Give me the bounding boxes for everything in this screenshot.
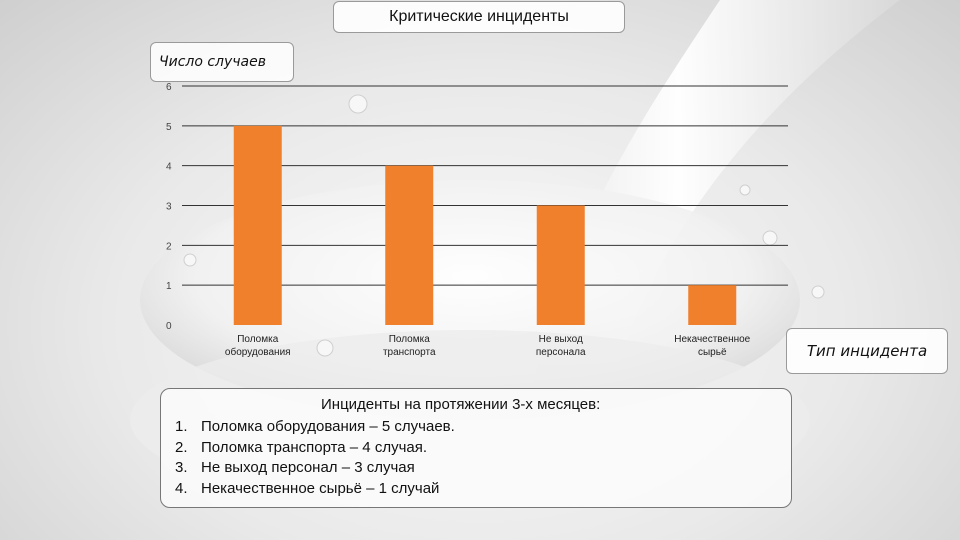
incident-summary-box: Инциденты на протяжении 3-х месяцев: 1. П… <box>160 388 792 508</box>
y-tick-label: 6 <box>166 82 172 93</box>
bar <box>233 125 282 325</box>
summary-item: 3. Не выход персонал – 3 случая <box>175 459 415 476</box>
y-tick-label: 1 <box>166 281 172 292</box>
summary-list: 1. Поломка оборудования – 5 случаев. 2. По… <box>175 417 455 499</box>
category-label: Некачественное сырьё <box>674 334 750 358</box>
y-tick-label: 0 <box>166 321 172 332</box>
summary-heading: Инциденты на протяжении 3-х месяцев: <box>321 396 601 413</box>
y-tick-label: 2 <box>166 241 172 252</box>
category-label: Поломка оборудования <box>225 334 291 358</box>
bar <box>536 205 585 325</box>
summary-item: 4. Некачественное сырьё – 1 случай <box>175 479 440 497</box>
summary-item: 1. Поломка оборудования – 5 случаев. <box>175 418 455 435</box>
summary-item: 2. Поломка транспорта – 4 случая. <box>175 438 428 456</box>
y-axis-label: Число случаев <box>150 42 294 82</box>
chart-title: Критические инциденты <box>333 1 625 33</box>
y-tick-label: 4 <box>166 162 172 173</box>
bar <box>385 165 434 325</box>
category-label: Не выход персонала <box>536 334 586 358</box>
y-tick-label: 5 <box>166 122 172 133</box>
y-tick-label: 3 <box>166 202 172 213</box>
x-axis-label: Тип инцидента <box>786 328 948 374</box>
category-label: Поломка транспорта <box>383 334 436 358</box>
bar <box>688 285 737 325</box>
